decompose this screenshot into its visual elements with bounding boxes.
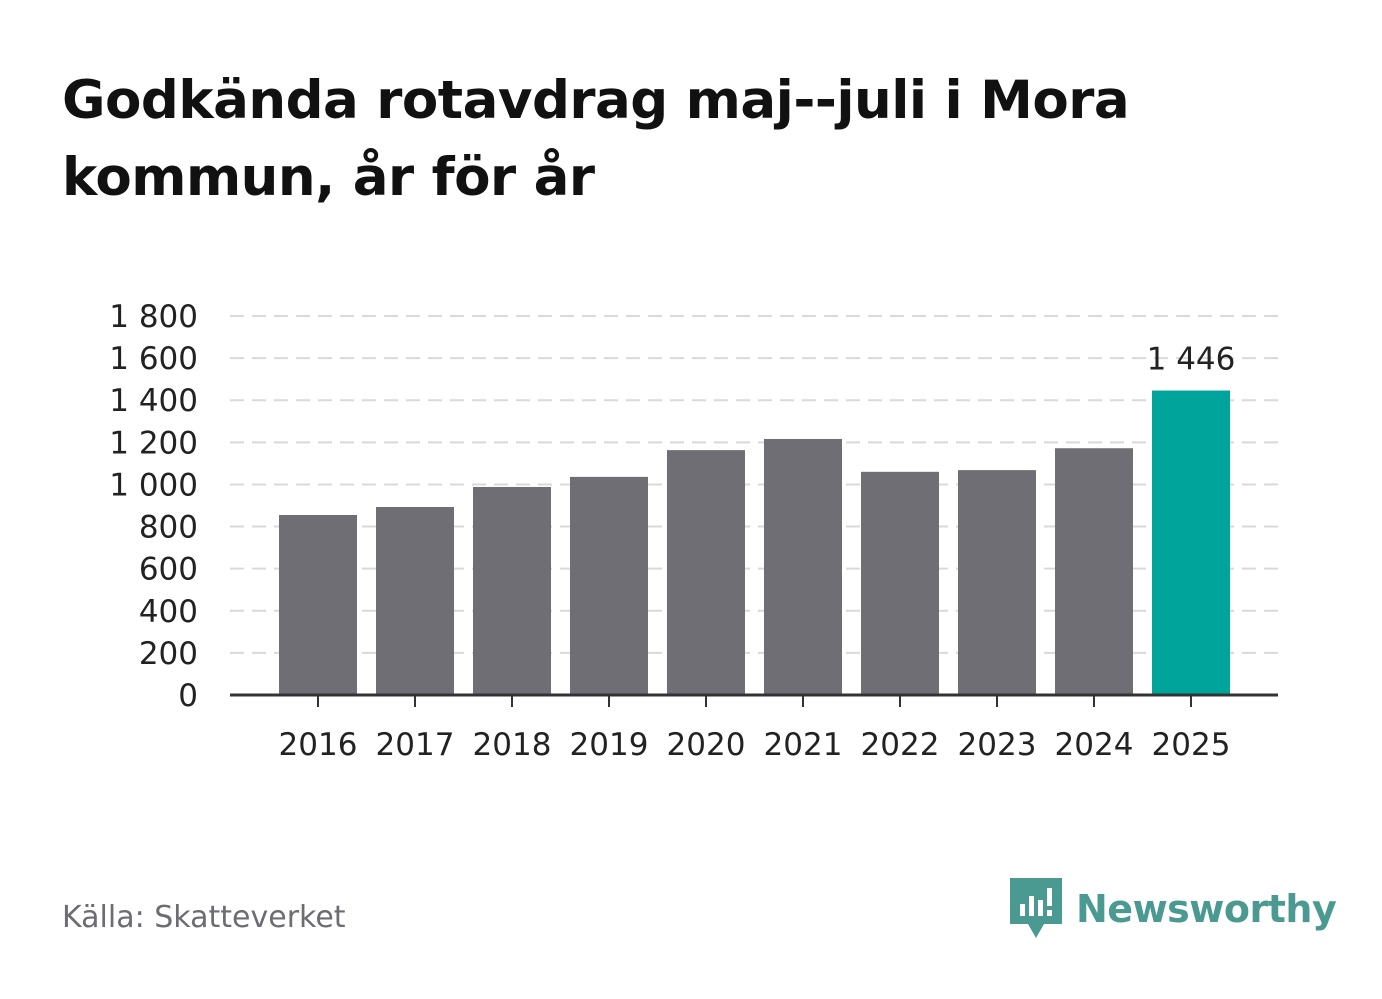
y-tick-label: 0: [178, 678, 198, 714]
x-tick-label: 2024: [1055, 727, 1134, 763]
newsworthy-logo-icon: [1010, 878, 1062, 938]
x-tick-label: 2017: [376, 727, 455, 763]
y-tick-label: 800: [139, 510, 198, 546]
brand-logo: Newsworthy: [1010, 878, 1337, 940]
y-tick-label: 1 800: [109, 299, 198, 335]
chart-title: Godkända rotavdrag maj--juli i Mora komm…: [62, 70, 1130, 208]
y-tick-label: 1 400: [109, 383, 198, 419]
y-tick-label: 600: [139, 552, 198, 588]
bar: [376, 506, 454, 695]
x-tick-label: 2019: [570, 727, 649, 763]
x-tick-label: 2021: [764, 727, 843, 763]
axes: [230, 693, 1278, 707]
x-tick-label: 2025: [1152, 727, 1231, 763]
bar: [764, 438, 842, 695]
x-tick-label: 2022: [861, 727, 940, 763]
labels: 0 200 400 600 800 1 000 1 200 1 400 1 600 1 800 20…: [109, 299, 1235, 763]
source-note: Källa: Skatteverket: [62, 900, 346, 935]
x-tick-label: 2018: [473, 727, 552, 763]
bar: [1055, 448, 1133, 695]
bar: [279, 514, 357, 695]
x-tick-label: 2020: [667, 727, 746, 763]
bar: [1152, 390, 1230, 695]
bar: [667, 450, 745, 695]
bars: [279, 390, 1230, 695]
data-label: 1 446: [1147, 342, 1236, 378]
y-tick-label: 1 000: [109, 467, 198, 503]
y-tick-label: 200: [139, 636, 198, 672]
x-tick-label: 2023: [958, 727, 1037, 763]
x-tick-label: 2016: [279, 727, 358, 763]
y-tick-label: 1 200: [109, 425, 198, 461]
bar: [570, 476, 648, 695]
bar: [958, 470, 1036, 695]
bar: [861, 471, 939, 695]
y-tick-label: 1 600: [109, 341, 198, 377]
brand-name: Newsworthy: [1076, 887, 1337, 931]
bar: [473, 486, 551, 695]
y-tick-label: 400: [139, 594, 198, 630]
